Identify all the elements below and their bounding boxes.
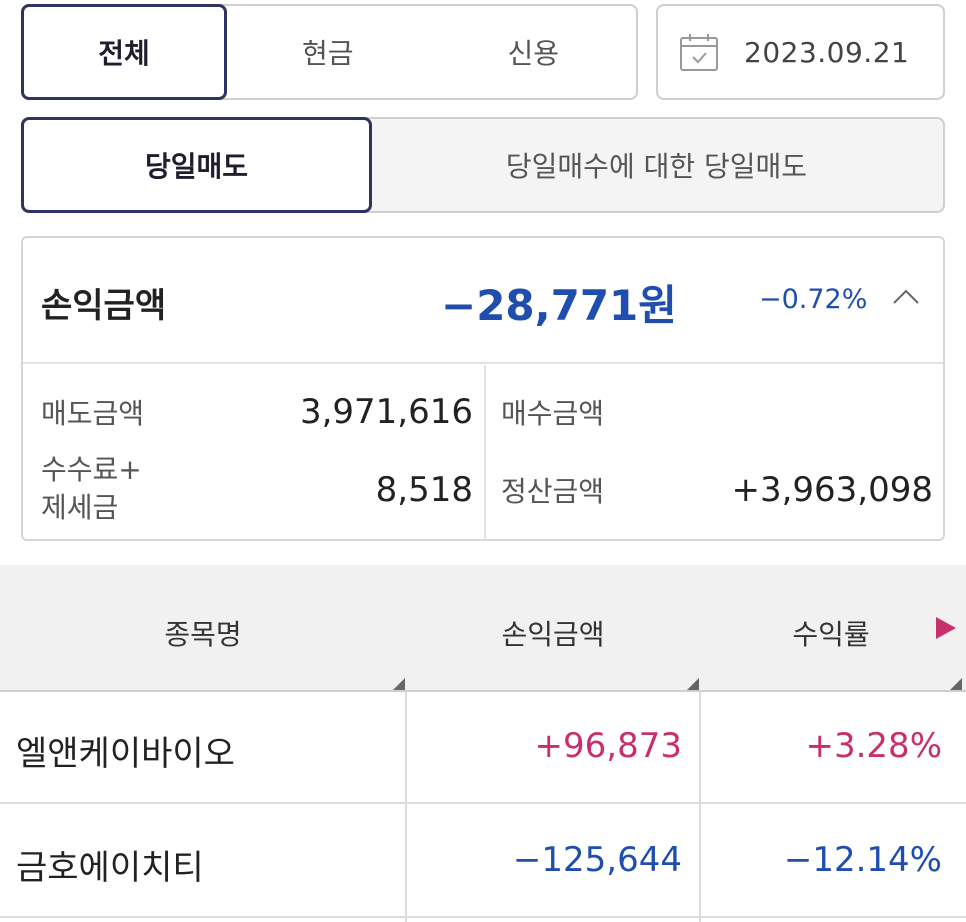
chevron-up-icon[interactable]: [891, 286, 921, 306]
tab-same-day-buy-sell[interactable]: 당일매수에 대한 당일매도: [505, 150, 808, 183]
account-type-segmented: 전체 현금 신용: [21, 4, 638, 100]
column-header-name[interactable]: 종목명: [164, 618, 242, 651]
column-header-profit[interactable]: 손익금액: [501, 618, 605, 651]
sell-amount-value: 3,971,616: [299, 392, 473, 432]
row-profit: +96,873: [534, 726, 682, 766]
sort-corner-icon: [950, 678, 962, 690]
row-rate: −12.14%: [783, 840, 942, 880]
table-header: 종목명 손익금액 수익률: [0, 565, 966, 692]
fee-tax-value: 8,518: [375, 470, 473, 510]
stock-name: 엘앤케이바이오: [16, 734, 235, 774]
tab-credit[interactable]: 신용: [507, 37, 560, 70]
column-divider: [405, 692, 407, 922]
sell-amount-label: 매도금액: [41, 397, 145, 430]
column-divider: [699, 692, 701, 922]
table-row[interactable]: 엘앤케이바이오 +96,873 +3.28%: [0, 692, 966, 804]
fee-tax-label-line2: 제세금: [41, 491, 119, 524]
sort-corner-icon: [393, 678, 405, 690]
table-row[interactable]: 금호에이치티 −125,644 −12.14%: [0, 806, 966, 918]
settlement-label: 정산금액: [501, 475, 605, 508]
profit-summary-card: 손익금액 −28,771원 −0.72% 매도금액 3,971,616 수수료+…: [21, 236, 945, 541]
profit-summary-header[interactable]: 손익금액 −28,771원 −0.72%: [23, 238, 943, 364]
date-picker[interactable]: 2023.09.21: [656, 4, 945, 100]
column-header-rate[interactable]: 수익률: [792, 618, 870, 651]
date-value: 2023.09.21: [744, 35, 910, 69]
buy-amount-label: 매수금액: [501, 397, 605, 430]
row-profit: −125,644: [512, 840, 682, 880]
settlement-value: +3,963,098: [731, 470, 933, 510]
profit-label: 손익금액: [41, 286, 167, 326]
trade-type-segmented: 당일매도 당일매수에 대한 당일매도: [21, 117, 945, 213]
tab-same-day-sell[interactable]: 당일매도: [21, 117, 372, 213]
calendar-icon: [680, 34, 718, 71]
row-rate: +3.28%: [805, 726, 943, 766]
tab-cash[interactable]: 현금: [301, 37, 354, 70]
stock-name: 금호에이치티: [16, 848, 204, 888]
play-right-icon[interactable]: [934, 615, 958, 641]
profit-rate: −0.72%: [759, 284, 868, 315]
profit-value: −28,771원: [441, 281, 677, 330]
fee-tax-label-line1: 수수료+: [41, 453, 142, 486]
divider: [484, 365, 486, 541]
tab-all[interactable]: 전체: [21, 4, 227, 100]
sort-corner-icon: [687, 678, 699, 690]
